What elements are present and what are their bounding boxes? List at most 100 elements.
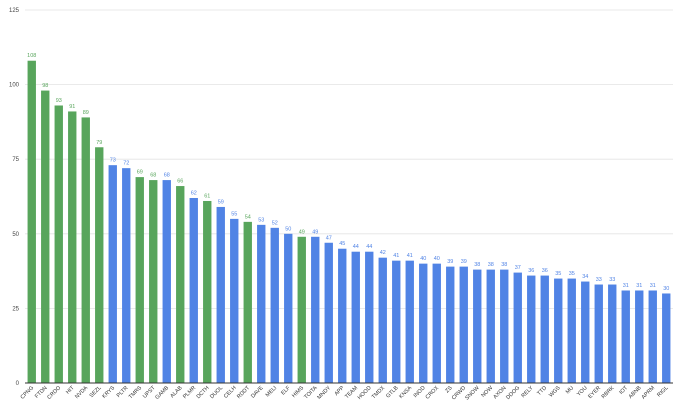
bar [500, 269, 509, 383]
data-label: 41 [407, 253, 413, 259]
data-label: 93 [56, 98, 62, 104]
data-label: 66 [177, 179, 183, 185]
data-label: 41 [393, 253, 399, 259]
data-label: 44 [366, 244, 372, 250]
bar [513, 272, 522, 383]
bar [324, 242, 333, 383]
data-label: 38 [488, 262, 494, 268]
bar [608, 284, 617, 383]
data-label: 39 [461, 259, 467, 265]
y-tick-label: 100 [9, 83, 20, 89]
x-tick-label: CELH [223, 385, 238, 400]
x-tick-label: DDOG [505, 385, 521, 401]
x-tick-label: HIT [65, 385, 76, 396]
data-label: 40 [434, 256, 440, 262]
x-tick-label: RBRK [601, 385, 616, 400]
bar [419, 263, 428, 383]
bar [216, 206, 225, 383]
x-tick-label: ZS [444, 385, 453, 394]
bar [243, 221, 252, 383]
y-tick-label: 25 [12, 306, 19, 312]
bar [459, 266, 468, 383]
data-label: 31 [650, 283, 656, 289]
bar [338, 248, 347, 383]
data-label: 50 [285, 226, 291, 232]
data-label: 55 [231, 211, 237, 217]
x-tick-label: DAVE [250, 385, 265, 400]
data-label: 62 [191, 190, 197, 196]
data-label: 98 [42, 83, 48, 89]
bar [122, 168, 131, 383]
data-label: 33 [596, 277, 602, 283]
bar [162, 180, 171, 383]
bar [54, 105, 63, 383]
data-label: 44 [353, 244, 359, 250]
data-label: 61 [204, 193, 210, 199]
data-label: 42 [380, 250, 386, 256]
bars [27, 60, 671, 384]
x-tick-label: APRM [641, 385, 657, 401]
x-tick-label: GTLB [385, 385, 400, 400]
bar [27, 60, 36, 384]
y-tick-label: 125 [9, 8, 20, 14]
bar [473, 269, 482, 383]
bar [81, 117, 90, 383]
y-axis-ticks: 0 25 50 75 100 125 [9, 8, 20, 387]
bar [378, 257, 387, 383]
y-tick-label: 75 [12, 157, 19, 163]
x-tick-label: SEZL [89, 385, 103, 399]
data-label: 68 [164, 173, 170, 179]
bar [284, 233, 293, 383]
data-label: 49 [312, 229, 318, 235]
x-tick-label: MU [565, 385, 575, 395]
bar [203, 200, 212, 383]
data-label: 59 [218, 199, 224, 205]
data-label: 37 [515, 265, 521, 271]
bar [149, 180, 158, 383]
x-tick-label: CPNG [20, 385, 35, 400]
bar [135, 177, 144, 383]
x-tick-label: TMDX [371, 385, 386, 400]
x-tick-label: CRDO [46, 385, 62, 401]
x-tick-label: HOOD [357, 385, 373, 401]
data-label: 36 [528, 268, 534, 274]
bar [230, 218, 239, 383]
x-tick-label: MNDY [316, 385, 332, 401]
data-label: 33 [609, 277, 615, 283]
x-tick-label: WGS [548, 385, 562, 399]
x-tick-label: IOT [618, 385, 629, 396]
data-label: 79 [96, 140, 102, 146]
x-tick-label: TTD [536, 385, 548, 397]
bar [41, 90, 50, 384]
data-label: 53 [258, 217, 264, 223]
bar [365, 251, 374, 383]
data-label: 35 [555, 271, 561, 277]
bar [392, 260, 401, 383]
bar [648, 290, 657, 383]
y-tick-label: 0 [16, 381, 20, 387]
x-tick-label: PLMR [182, 385, 197, 400]
x-tick-label: RDDT [236, 385, 251, 400]
x-tick-label: RIGL [656, 385, 669, 398]
bar [567, 278, 576, 383]
bar [311, 236, 320, 383]
x-tick-label: ALAB [169, 385, 183, 399]
data-label: 40 [420, 256, 426, 262]
data-label: 68 [150, 173, 156, 179]
x-tick-label: KNSA [398, 385, 413, 400]
x-tick-label: DCTH [196, 385, 211, 400]
bar [635, 290, 644, 383]
bar [189, 197, 198, 383]
bar [621, 290, 630, 383]
data-label: 38 [474, 262, 480, 268]
x-tick-label: TMRS [128, 385, 143, 400]
bar [527, 275, 536, 383]
bar [540, 275, 549, 383]
data-label: 91 [69, 104, 75, 110]
bar [581, 281, 590, 383]
x-tick-label: GAMB [154, 385, 170, 401]
data-label: 89 [83, 110, 89, 116]
data-label: 73 [110, 158, 116, 164]
bar [257, 224, 266, 383]
